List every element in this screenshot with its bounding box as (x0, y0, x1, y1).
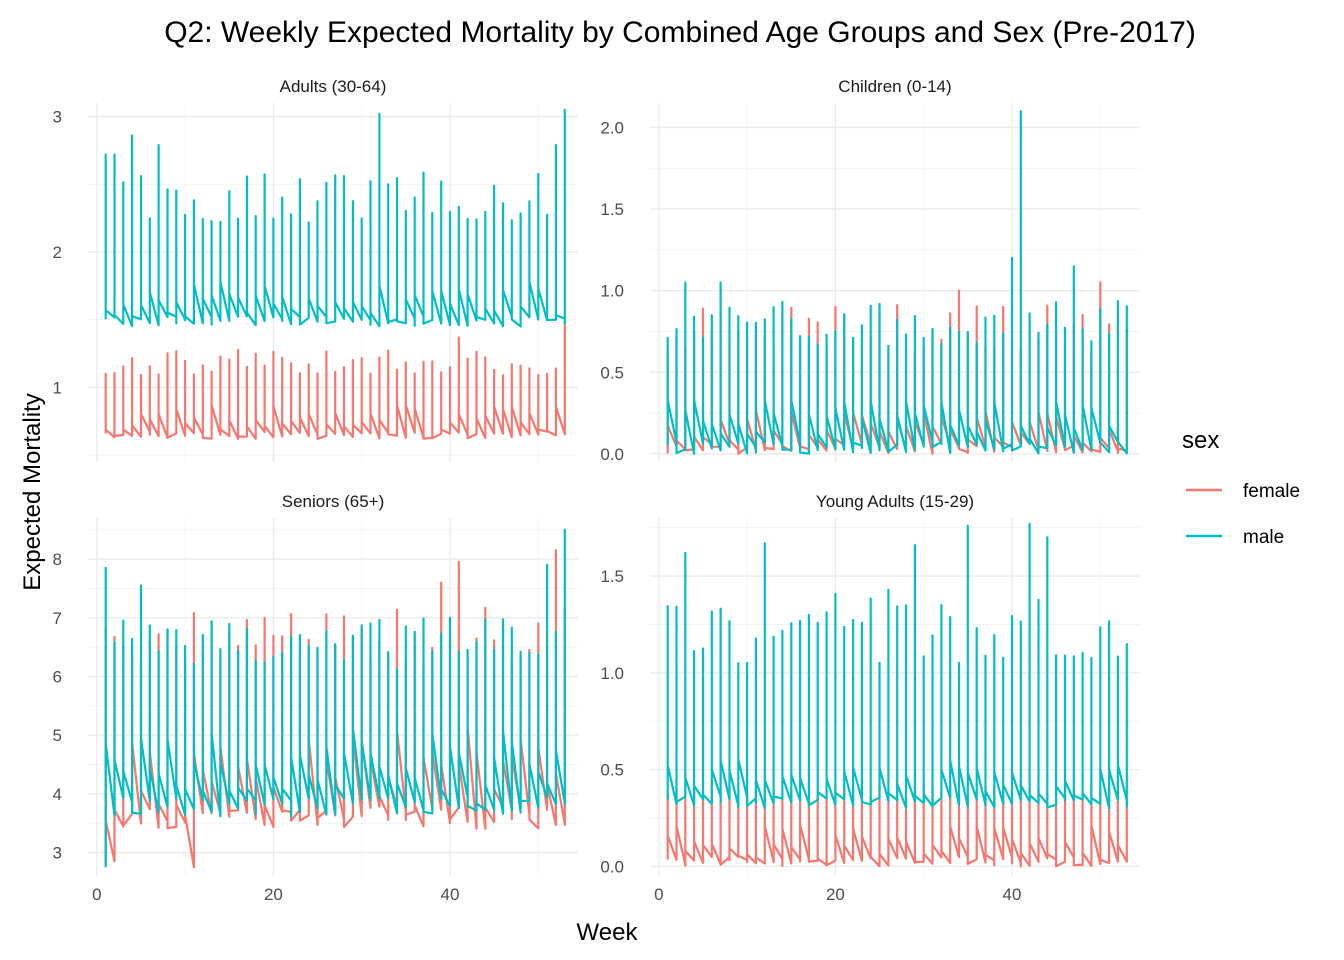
chart-title: Q2: Weekly Expected Mortality by Combine… (164, 16, 1196, 49)
y-tick-label: 8 (53, 550, 62, 569)
y-tick-label: 2 (53, 243, 62, 262)
series-line-male (104, 528, 566, 868)
y-tick-label: 1 (53, 378, 62, 397)
facet-panels: 1 2 3 Adults (30-64) 0.0 0.5 1.0 1.5 2.0 Children… (53, 77, 1140, 904)
y-tick-label: 1.5 (600, 200, 624, 219)
y-tick-label: 0.0 (600, 857, 624, 876)
x-axis-title: Week (577, 919, 639, 946)
y-tick-label: 3 (53, 108, 62, 127)
y-tick-label: 1.0 (600, 282, 624, 301)
facet-panel: 0.0 0.5 1.0 1.5 2.0 Children (0-14) (600, 77, 1140, 464)
x-tick-label: 0 (92, 885, 101, 904)
x-tick-label: 20 (264, 885, 283, 904)
facet-panel: 1 2 3 Adults (30-64) (53, 77, 578, 462)
y-tick-label: 7 (53, 609, 62, 628)
y-tick-label: 4 (53, 785, 62, 804)
y-tick-label: 0.0 (600, 445, 624, 464)
y-tick-label: 3 (53, 844, 62, 863)
facet-strip-label: Children (0-14) (838, 77, 951, 96)
x-tick-label: 40 (441, 885, 460, 904)
facet-strip-label: Adults (30-64) (280, 77, 387, 96)
y-tick-label: 0.5 (600, 761, 624, 780)
legend-label: female (1243, 481, 1300, 502)
y-tick-label: 1.5 (600, 567, 624, 586)
y-tick-label: 2.0 (600, 118, 624, 137)
x-tick-label: 20 (826, 885, 845, 904)
series-line-female (104, 321, 566, 440)
y-axis-title: Expected Mortality (19, 393, 46, 590)
series-line-female (666, 675, 1128, 868)
series-line-male (666, 110, 1128, 455)
x-tick-label: 0 (654, 885, 663, 904)
x-tick-label: 40 (1003, 885, 1022, 904)
y-tick-label: 6 (53, 667, 62, 686)
legend-label: male (1243, 527, 1284, 548)
legend: sex female male (1182, 427, 1300, 548)
y-tick-label: 0.5 (600, 363, 624, 382)
series-line-male (666, 522, 1128, 810)
legend-title: sex (1182, 427, 1219, 454)
facet-strip-label: Young Adults (15-29) (816, 492, 974, 511)
series-line-male (104, 108, 566, 328)
facet-strip-label: Seniors (65+) (282, 492, 385, 511)
facet-panel: 3 4 5 6 7 8 0 20 40 Seniors (65+) (53, 492, 578, 904)
y-tick-label: 1.0 (600, 664, 624, 683)
y-tick-label: 5 (53, 726, 62, 745)
facet-panel: 0.0 0.5 1.0 1.5 0 20 40 Young Adults (15-29) (600, 492, 1140, 904)
